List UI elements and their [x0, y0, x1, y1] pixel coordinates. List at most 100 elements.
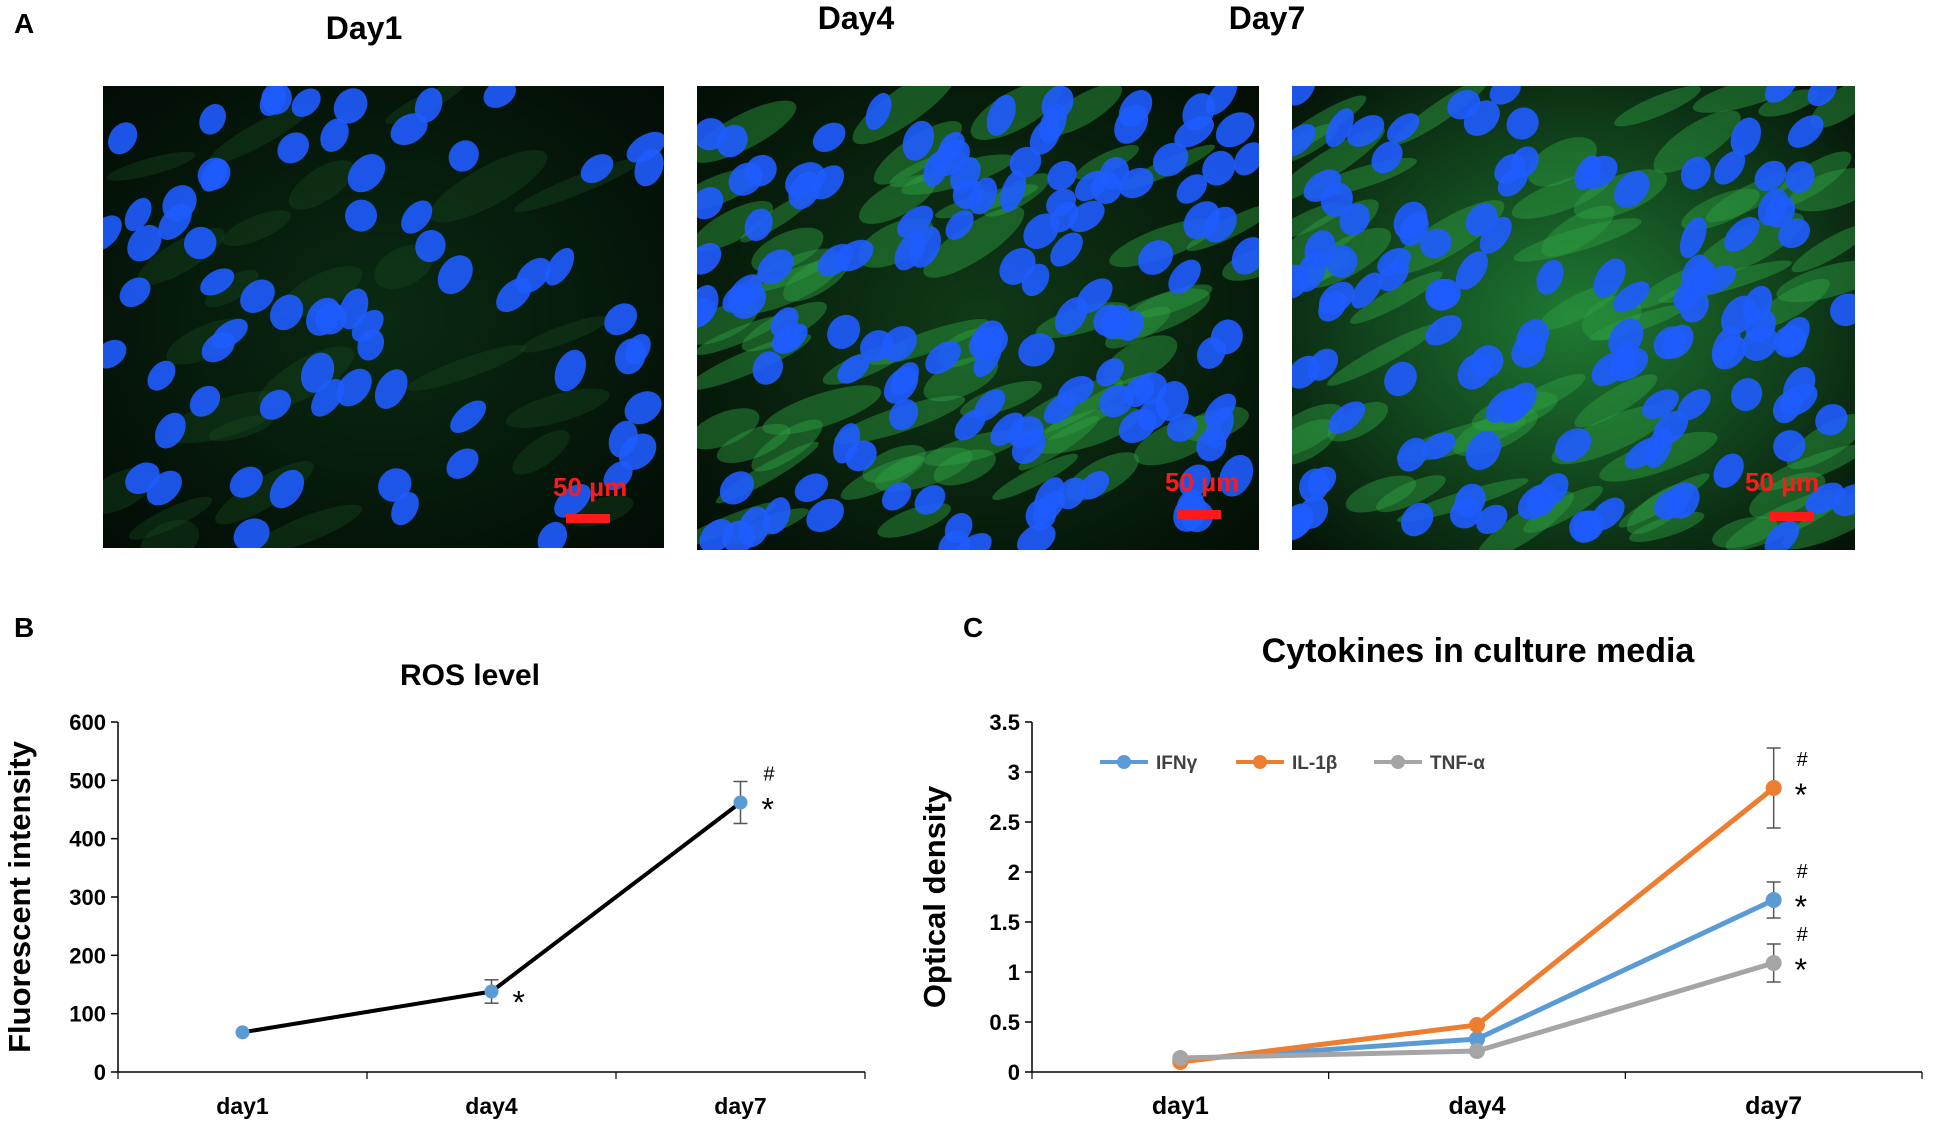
- micrograph-day1: [103, 86, 664, 548]
- data-point-tnf-day4: [1469, 1043, 1485, 1059]
- nucleus-shape: [1614, 170, 1650, 208]
- nucleus-shape: [1303, 169, 1342, 202]
- cytoplasm-shape: [858, 174, 936, 224]
- significance-hash: #: [764, 764, 776, 786]
- nucleus-shape: [762, 497, 791, 535]
- nucleus-shape: [1653, 326, 1688, 360]
- nucleus-shape: [604, 303, 638, 336]
- nucleus-shape: [1593, 258, 1626, 298]
- nucleus-shape: [1215, 112, 1255, 148]
- nucleus-shape: [882, 482, 912, 511]
- cytoplasm-shape: [697, 408, 760, 450]
- cytoplasm-shape: [1375, 475, 1446, 513]
- y-tick-label: 0: [94, 1060, 106, 1085]
- nucleus-shape: [1328, 401, 1366, 434]
- legend-label-il-1: IL-1β: [1292, 753, 1337, 774]
- x-tick-label-day1: day1: [1152, 1092, 1209, 1120]
- nucleus-shape: [1485, 388, 1522, 423]
- nucleus-shape: [119, 277, 151, 308]
- nucleus-shape: [448, 140, 479, 172]
- y-tick-label: 100: [69, 1002, 106, 1027]
- cytoplasm-shape: [1574, 374, 1658, 428]
- x-tick-label-day4: day4: [1449, 1092, 1506, 1120]
- nucleus-shape: [1773, 430, 1806, 462]
- cytoplasm-shape: [106, 151, 196, 181]
- nucleus-shape: [446, 448, 479, 479]
- y-axis-label: Optical density: [917, 785, 952, 1008]
- y-axis-label: Fluorescent intensity: [2, 740, 37, 1053]
- nucleus-shape: [624, 391, 662, 425]
- nucleus-shape: [719, 471, 754, 505]
- nucleus-shape: [1219, 454, 1254, 497]
- data-point-il-1-day7: [1765, 780, 1782, 796]
- nucleus-shape: [744, 208, 773, 242]
- legend-label-ifn: IFNγ: [1156, 753, 1198, 774]
- nucleus-shape: [1401, 502, 1434, 537]
- nucleus-shape: [306, 297, 342, 336]
- nucleus-shape: [1644, 427, 1673, 469]
- nucleus-shape: [580, 154, 614, 184]
- nucleus-shape: [154, 412, 186, 449]
- nucleus-shape: [1166, 413, 1198, 442]
- legend-marker-il-1: [1253, 755, 1267, 769]
- cytoplasm-shape: [205, 269, 259, 308]
- nucleus-shape: [1743, 285, 1773, 324]
- nucleus-shape: [1397, 437, 1428, 472]
- nucleus-shape: [1399, 212, 1429, 247]
- nucleus-shape: [320, 118, 349, 152]
- cytoplasm-shape: [1786, 413, 1855, 470]
- nucleus-shape: [401, 200, 433, 234]
- significance-star: *: [762, 792, 774, 828]
- nucleus-shape: [954, 409, 986, 441]
- nucleus-shape: [1326, 245, 1358, 278]
- legend-label-tnf: TNF-α: [1430, 753, 1485, 774]
- cytoplasm-shape: [140, 519, 200, 548]
- nucleus-shape: [812, 122, 846, 153]
- nucleus-shape: [1679, 289, 1709, 323]
- chart-title: Cytokines in culture media: [1262, 632, 1696, 670]
- nucleus-shape: [1093, 304, 1124, 337]
- nucleus-shape: [201, 331, 235, 363]
- panel-a-title-day7: Day7: [1228, 0, 1306, 36]
- x-tick-label-day1: day1: [216, 1093, 269, 1119]
- nucleus-shape: [1805, 482, 1844, 515]
- data-point-tnf-day7: [1765, 955, 1782, 971]
- nucleus-shape: [944, 513, 973, 544]
- nucleus-shape: [1017, 523, 1056, 550]
- cytoplasm-shape: [505, 388, 610, 428]
- nucleus-shape: [1572, 510, 1605, 542]
- nucleus-shape: [1677, 388, 1711, 421]
- nucleus-shape: [1152, 142, 1189, 177]
- y-tick-label: 600: [69, 710, 106, 735]
- y-tick-label: 3.5: [989, 710, 1020, 735]
- cytoplasm-shape: [1693, 212, 1804, 278]
- x-tick-label-day4: day4: [465, 1093, 518, 1119]
- nucleus-shape: [515, 257, 551, 294]
- nucleus-shape: [1479, 216, 1512, 254]
- nucleus-shape: [415, 229, 446, 263]
- nucleus-shape: [483, 86, 516, 108]
- nucleus-shape: [390, 113, 428, 146]
- significance-hash: #: [1797, 749, 1809, 771]
- cytoplasm-shape: [1810, 86, 1855, 129]
- nucleus-shape: [1457, 353, 1494, 390]
- chart-title: ROS level: [400, 659, 540, 692]
- scale-bar-day4: [1177, 510, 1221, 519]
- nucleus-shape: [1807, 86, 1837, 107]
- nucleus-shape: [603, 461, 633, 491]
- significance-hash: #: [1797, 924, 1809, 946]
- nucleus-shape: [1050, 232, 1083, 267]
- nucleus-shape: [1114, 104, 1149, 144]
- x-tick-label-day7: day7: [1745, 1092, 1802, 1120]
- cytoplasm-shape: [208, 415, 274, 442]
- nucleus-shape: [229, 466, 263, 498]
- nucleus-shape: [699, 519, 734, 550]
- nucleus-shape: [259, 389, 291, 420]
- panel-a-title-day4: Day4: [817, 0, 895, 36]
- cytoplasm-shape: [1757, 444, 1855, 491]
- nucleus-shape: [1741, 325, 1778, 361]
- nucleus-shape: [806, 498, 844, 533]
- nucleus-shape: [1050, 201, 1079, 233]
- cytoplasm-shape: [1018, 416, 1099, 471]
- nucleus-shape: [127, 224, 162, 262]
